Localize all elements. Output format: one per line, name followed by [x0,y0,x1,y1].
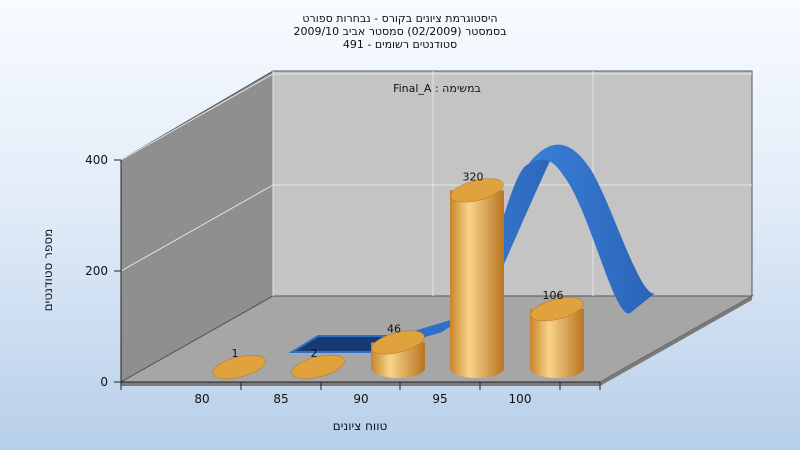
chart-base-edge [121,382,600,386]
bar [450,178,504,378]
data-label: 2 [311,347,318,360]
data-labels: 1 2 46 320 106 [232,170,564,360]
bar-body [450,190,504,378]
bar-top [530,297,584,322]
data-label: 320 [463,170,484,183]
chart-subtitle: במשימה : Final_A [393,82,481,95]
bar [212,355,266,379]
gridline-side [120,184,274,272]
y-tick-label: 200 [85,264,108,278]
bar [291,354,345,379]
y-tick-label: 0 [100,375,108,389]
bar [371,330,425,378]
data-label: 46 [387,322,401,335]
bar [530,297,584,378]
y-axis-label: מספר סטודנטים [41,229,55,312]
x-axis-label: טווח ציונים [333,419,388,433]
chart-back-wall [272,70,753,297]
y-axis-ticks: 0 200 400 [85,153,121,389]
gridline-side [120,73,274,161]
bar-top [291,354,345,379]
y-tick-label: 400 [85,153,108,167]
data-label: 106 [543,289,564,302]
data-label: 1 [232,347,239,360]
x-tick-label: 80 [194,392,209,406]
x-tick-label: 95 [432,392,447,406]
title-line-1: היסטוגרמת ציונים בקורס - נבחרות ספורט [302,12,497,25]
x-tick-label: 90 [353,392,368,406]
ribbon-segment [528,144,655,314]
x-tick-label: 85 [273,392,288,406]
x-tick-label: 100 [509,392,532,406]
bar-top [371,330,425,355]
bar-top [212,355,266,379]
title-line-2: בסמסטר (02/2009) סמסטר אביב 2009/10 [293,25,506,38]
bars [212,178,584,379]
bar-top [450,178,504,203]
chart-title: היסטוגרמת ציונים בקורס - נבחרות ספורט בס… [293,12,506,51]
chart-floor-edge [600,296,752,386]
bar-body [530,309,584,378]
x-axis-ticks: 80 85 90 95 100 [120,382,601,406]
title-line-3: סטודנטים רשומים - 491 [343,38,457,51]
